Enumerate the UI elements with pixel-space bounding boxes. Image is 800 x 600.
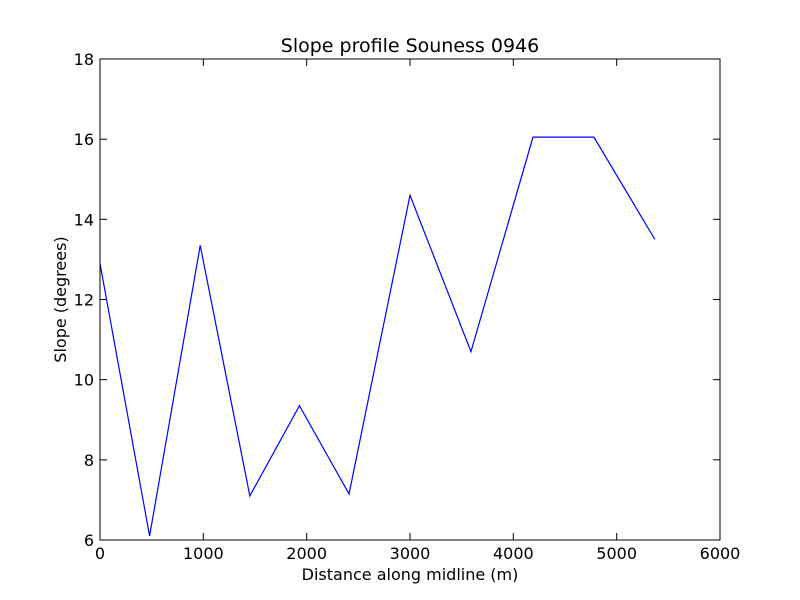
x-tick-label: 5000 — [596, 544, 637, 563]
x-tick-label: 3000 — [390, 544, 431, 563]
y-tick-label: 16 — [74, 130, 94, 149]
x-tick-label: 0 — [95, 544, 105, 563]
y-tick-label: 18 — [74, 50, 94, 69]
x-tick-label: 2000 — [286, 544, 327, 563]
series-line-0 — [99, 136, 656, 537]
y-tick-label: 10 — [74, 371, 94, 390]
x-tick-label: 6000 — [700, 544, 741, 563]
x-axis-label: Distance along midline (m) — [302, 565, 519, 584]
labels-layer: 0 1000 2000 3000 4000 5000 6000 6 8 10 12 14 16 18 — [74, 50, 741, 563]
y-tick-label: 8 — [84, 451, 94, 470]
chart-title: Slope profile Souness 0946 — [281, 35, 539, 57]
plot-area — [100, 59, 720, 540]
series-layer — [99, 136, 656, 537]
y-tick-label: 14 — [74, 210, 94, 229]
y-axis-label: Slope (degrees) — [51, 236, 70, 362]
y-tick-label: 12 — [74, 291, 94, 310]
x-tick-label: 1000 — [183, 544, 224, 563]
plot-frame — [99, 58, 721, 541]
y-tick-label: 6 — [84, 531, 94, 550]
x-tick-label: 4000 — [493, 544, 534, 563]
plot-background — [100, 59, 720, 540]
